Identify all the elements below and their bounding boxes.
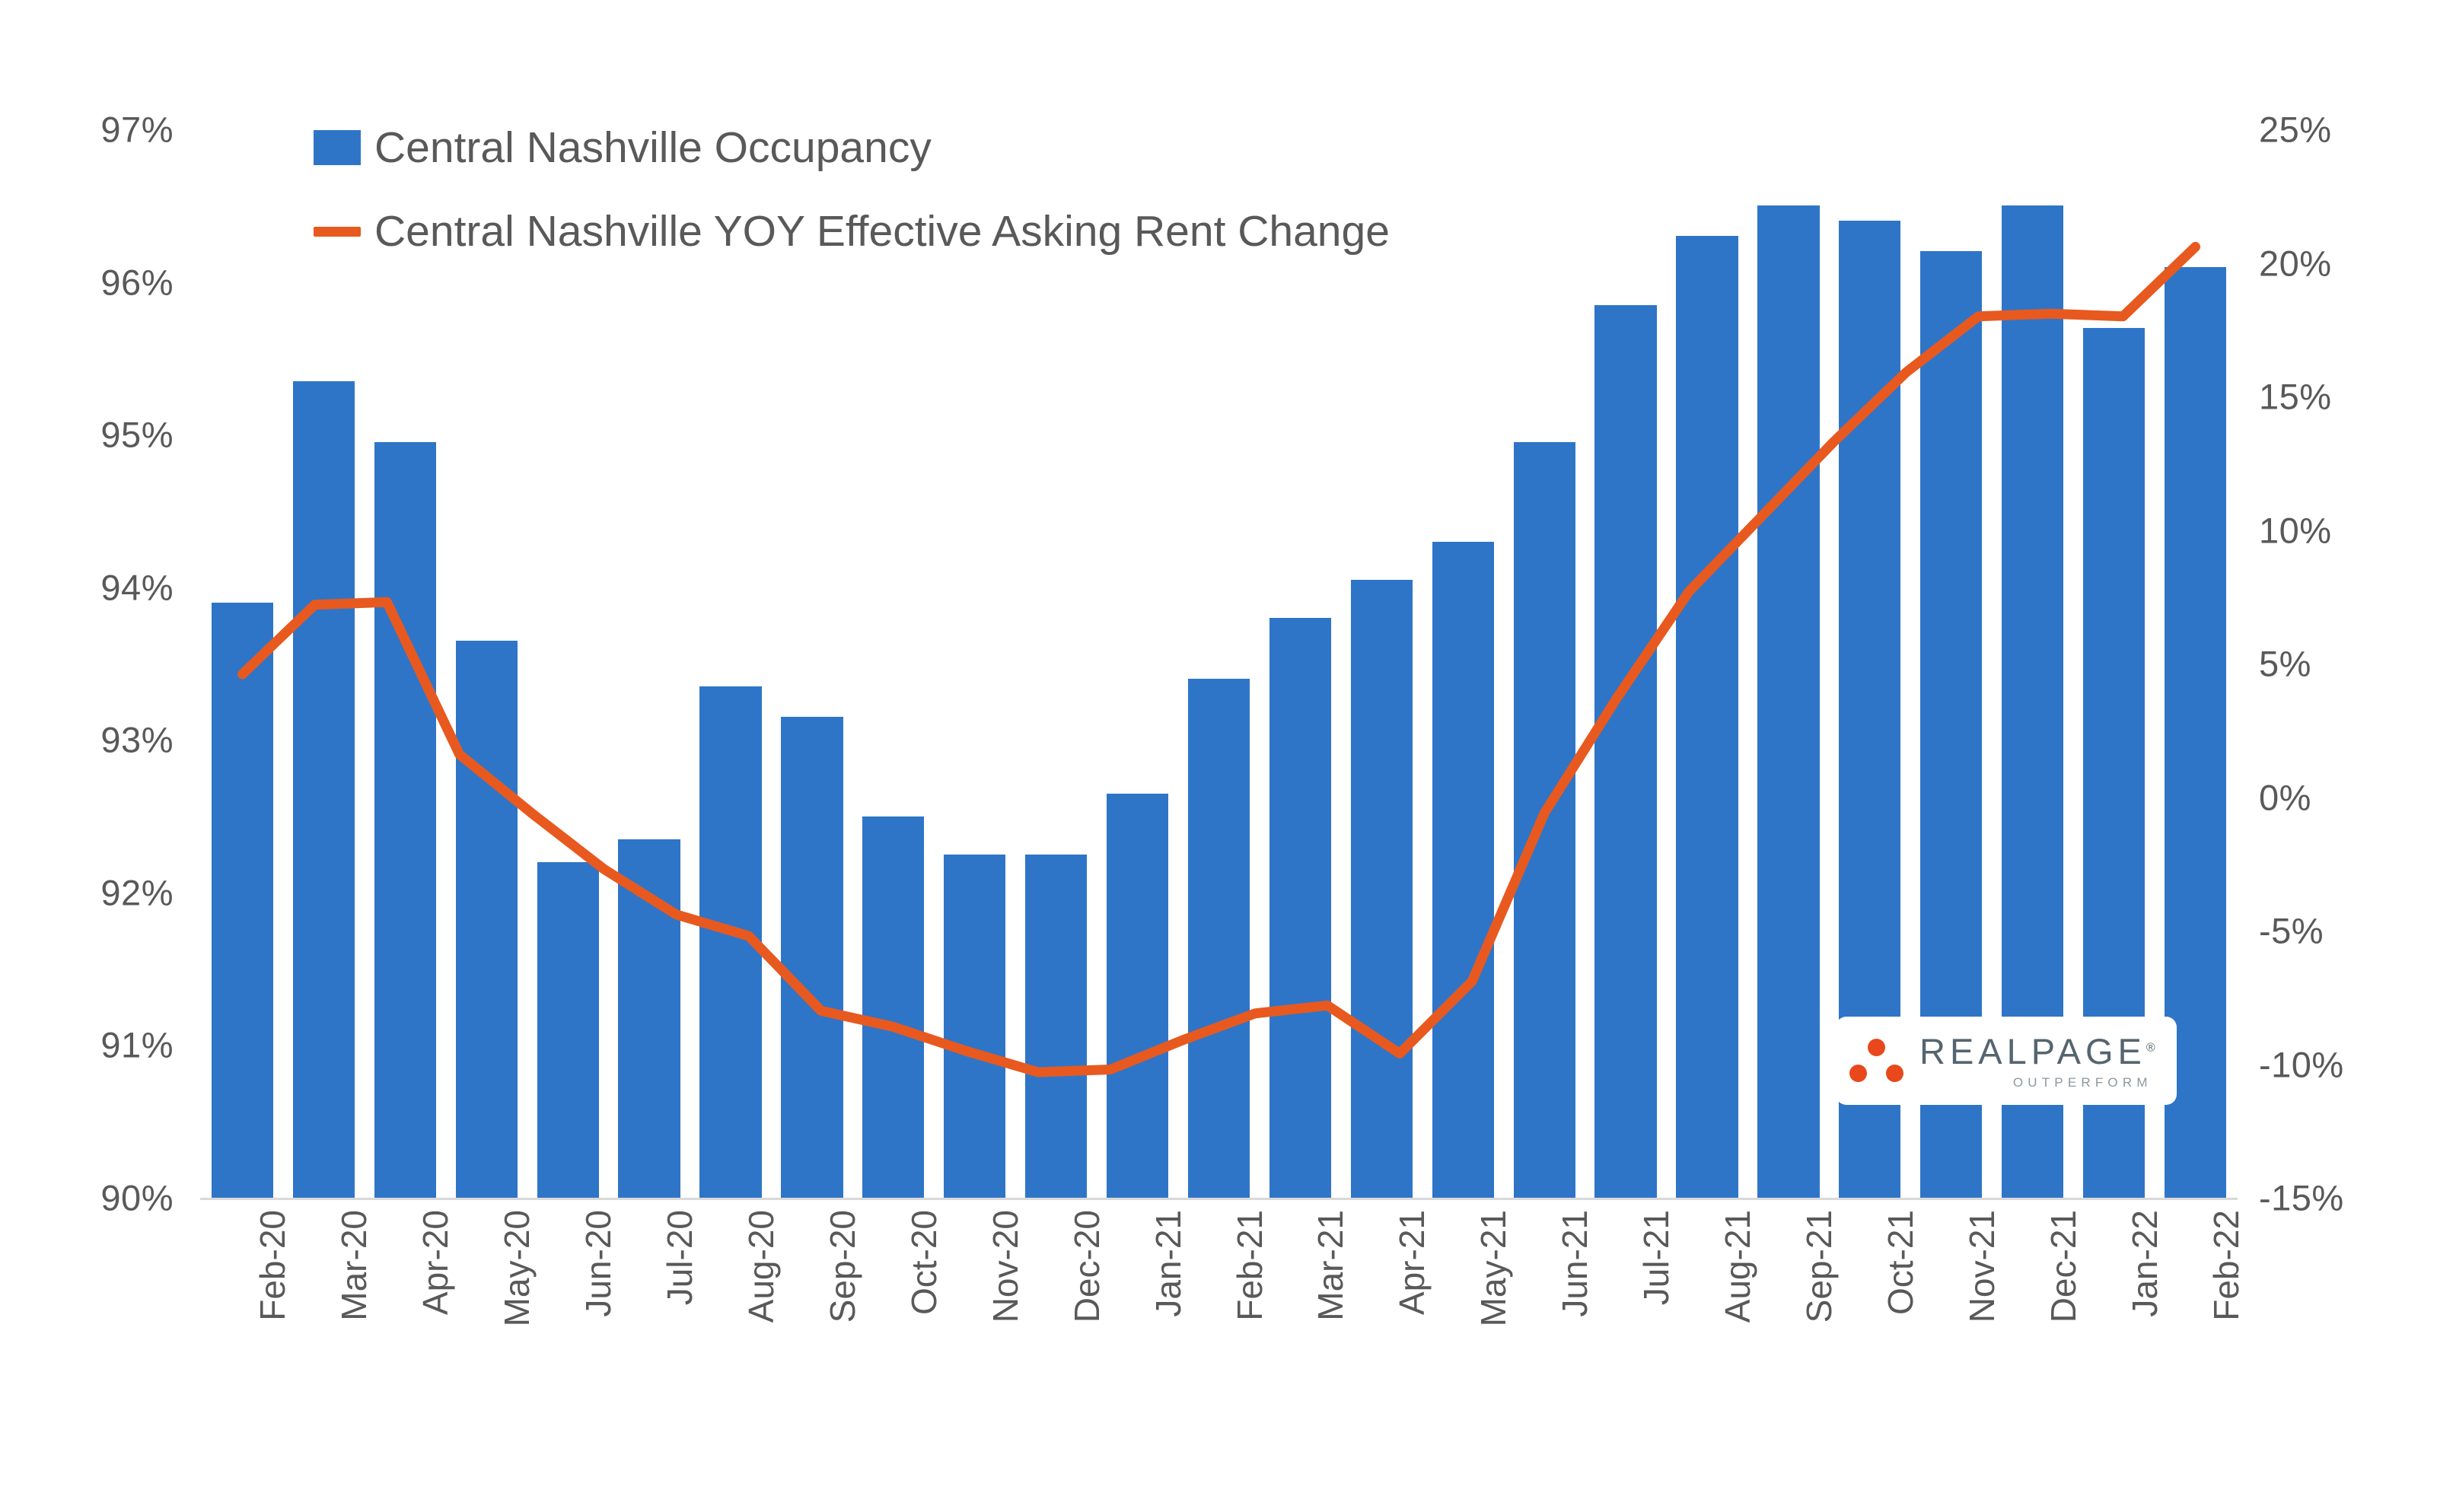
x-axis-tick-Nov-20: Nov-20: [985, 1210, 1025, 1323]
bar-Aug-20[interactable]: [699, 686, 762, 1198]
bar-Sep-21[interactable]: [1757, 205, 1820, 1198]
right-axis-tick-5: 5%: [2259, 643, 2311, 684]
left-axis-labels: 90% 91% 92% 93% 94% 95% 96% 97%: [0, 0, 186, 1512]
bar-Jul-21[interactable]: [1594, 304, 1657, 1198]
x-axis-tick-Aug-20: Aug-20: [741, 1210, 781, 1323]
right-axis-labels: -15% -10% -5% 0% 5% 10% 15% 20% 25%: [2259, 0, 2437, 1512]
bar-Nov-20[interactable]: [944, 854, 1006, 1198]
x-axis-tick-Sep-20: Sep-20: [822, 1210, 862, 1323]
x-axis-tick-Apr-20: Apr-20: [416, 1210, 456, 1316]
bar-Jul-20[interactable]: [618, 839, 680, 1198]
x-axis-tick-Jul-20: Jul-20: [660, 1210, 700, 1306]
left-axis-tick-91: 91%: [100, 1024, 174, 1065]
x-axis-tick-Jun-21: Jun-21: [1555, 1210, 1595, 1317]
left-axis-tick-95: 95%: [100, 414, 174, 455]
logo-registered-mark: ®: [2146, 1040, 2155, 1054]
x-axis-baseline: [200, 1198, 2238, 1200]
right-axis-tick-10: 10%: [2259, 510, 2332, 550]
right-axis-tick-20: 20%: [2259, 243, 2332, 283]
x-axis-labels: Feb-20 Mar-20 Apr-20 May-20 Jun-20 Jul-20 Aug-…: [202, 1210, 2245, 1461]
legend-bar-swatch-icon: [314, 130, 361, 165]
right-axis-tick-15: 15%: [2259, 376, 2332, 417]
bar-Apr-21[interactable]: [1350, 579, 1413, 1198]
x-axis-tick-Jan-22: Jan-22: [2124, 1210, 2165, 1317]
left-axis-tick-94: 94%: [100, 567, 174, 608]
bar-Feb-20[interactable]: [211, 602, 274, 1198]
legend-label-rent-change: Central Nashville YOY Effective Asking R…: [374, 206, 1390, 256]
x-axis-tick-Oct-20: Oct-20: [903, 1210, 944, 1316]
bar-May-20[interactable]: [455, 640, 518, 1198]
right-axis-tick-neg15: -15%: [2259, 1177, 2344, 1218]
x-axis-tick-May-21: May-21: [1473, 1210, 1514, 1327]
logo-wordmark: REALPAGE® OUTPERFORM: [1919, 1033, 2155, 1089]
logo-dot-bottom-right: [1886, 1065, 1903, 1082]
bar-Apr-20[interactable]: [374, 442, 436, 1198]
logo-dot-bottom-left: [1849, 1065, 1867, 1082]
right-axis-tick-0: 0%: [2259, 777, 2311, 817]
x-axis-tick-Jul-21: Jul-21: [1636, 1210, 1677, 1306]
x-axis-tick-Oct-21: Oct-21: [1880, 1210, 1920, 1316]
bar-Jun-21[interactable]: [1513, 442, 1575, 1198]
x-axis-tick-Dec-21: Dec-21: [2043, 1210, 2083, 1323]
right-axis-tick-25: 25%: [2259, 109, 2332, 150]
right-axis-tick-neg10: -10%: [2259, 1044, 2344, 1084]
left-axis-tick-92: 92%: [100, 872, 174, 913]
x-axis-tick-Apr-21: Apr-21: [1392, 1210, 1432, 1316]
x-axis-tick-Nov-21: Nov-21: [1961, 1210, 2002, 1323]
bar-Mar-20[interactable]: [292, 380, 355, 1198]
x-axis-tick-Feb-21: Feb-21: [1229, 1210, 1269, 1321]
logo-tagline: OUTPERFORM: [2012, 1074, 2152, 1090]
left-axis-tick-93: 93%: [100, 719, 174, 760]
legend-line-swatch-icon: [314, 226, 361, 237]
x-axis-tick-May-20: May-20: [497, 1210, 537, 1327]
legend-item-occupancy[interactable]: Central Nashville Occupancy: [314, 118, 1390, 177]
legend-item-rent-change[interactable]: Central Nashville YOY Effective Asking R…: [314, 202, 1390, 261]
x-axis-tick-Mar-21: Mar-21: [1311, 1210, 1351, 1321]
x-axis-tick-Dec-20: Dec-20: [1066, 1210, 1107, 1323]
realpage-dots-icon: [1846, 1034, 1916, 1087]
right-axis-tick-neg5: -5%: [2259, 910, 2324, 951]
logo-brand-label: REALPAGE: [1919, 1030, 2146, 1071]
bar-Oct-20[interactable]: [862, 816, 925, 1198]
bar-Sep-20[interactable]: [781, 717, 843, 1198]
x-axis-tick-Feb-22: Feb-22: [2206, 1210, 2246, 1321]
x-axis-tick-Aug-21: Aug-21: [1718, 1210, 1758, 1323]
left-axis-tick-90: 90%: [100, 1177, 174, 1218]
x-axis-tick-Sep-21: Sep-21: [1798, 1210, 1839, 1323]
bar-Dec-20[interactable]: [1025, 854, 1088, 1198]
bar-Aug-21[interactable]: [1676, 236, 1738, 1198]
chart-legend: Central Nashville Occupancy Central Nash…: [314, 118, 1390, 261]
legend-label-occupancy: Central Nashville Occupancy: [374, 123, 932, 172]
left-axis-tick-96: 96%: [100, 262, 174, 303]
bar-Feb-21[interactable]: [1187, 679, 1250, 1198]
logo-brand-text: REALPAGE®: [1919, 1033, 2155, 1069]
x-axis-tick-Jan-21: Jan-21: [1148, 1210, 1188, 1317]
bar-May-21[interactable]: [1432, 541, 1494, 1198]
bar-Jun-20[interactable]: [537, 861, 599, 1198]
bar-Jan-21[interactable]: [1106, 793, 1169, 1198]
x-axis-tick-Feb-20: Feb-20: [253, 1210, 293, 1321]
logo-dot-top: [1868, 1039, 1885, 1056]
x-axis-tick-Jun-20: Jun-20: [578, 1210, 619, 1317]
x-axis-tick-Mar-20: Mar-20: [334, 1210, 374, 1321]
realpage-logo: REALPAGE® OUTPERFORM: [1836, 1017, 2177, 1105]
left-axis-tick-97: 97%: [100, 109, 174, 150]
bar-Mar-21[interactable]: [1269, 617, 1332, 1198]
